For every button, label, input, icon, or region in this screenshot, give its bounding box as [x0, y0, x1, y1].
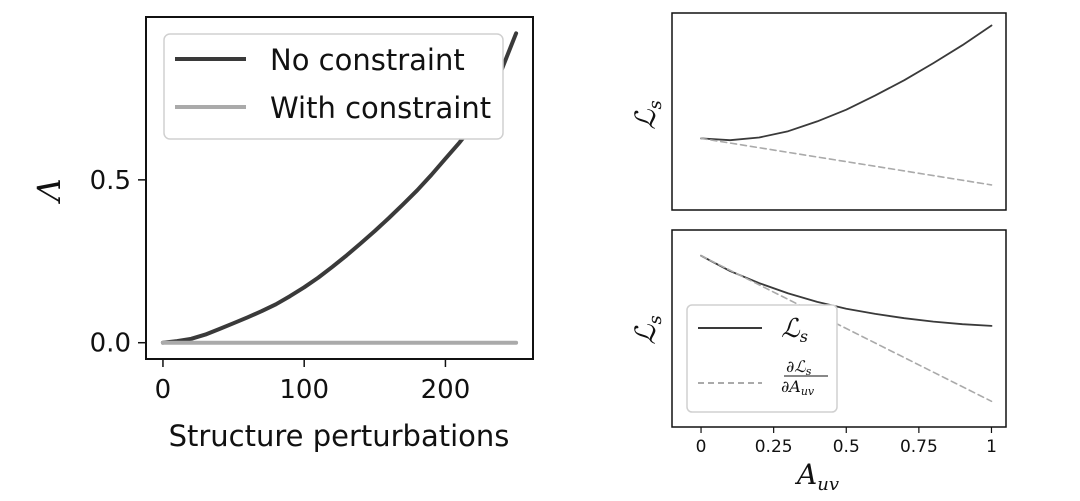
left-x-tick-label-2: 200	[421, 375, 471, 405]
legend-label-ls-subscript: s	[800, 327, 808, 346]
bottom-right-x-tick-label-4: 1	[986, 437, 997, 457]
bottom-right-ticks-layer: 0 0.25 0.5 0.75 1	[696, 427, 997, 457]
left-y-tick-label-0: 0.0	[90, 329, 131, 359]
bottom-right-x-tick-label-1: 0.25	[755, 437, 793, 457]
top-right-y-axis-label-subscript: s	[645, 100, 666, 109]
top-right-plot-frame	[671, 12, 1007, 211]
top-right-y-axis-label-text: ℒ	[629, 109, 662, 130]
legend-label-ls: ℒs	[781, 314, 808, 346]
bottom-right-plot-frame	[671, 229, 1007, 428]
left-series-layer	[160, 31, 519, 345]
top-right-chart: ℒs	[629, 12, 1007, 211]
left-series-line-0	[160, 31, 519, 345]
left-x-tick-label-1: 100	[279, 375, 329, 405]
derivative-denominator-subscript: uv	[801, 385, 815, 398]
left-ticks-layer: 0 100 200 0.0 0.5	[90, 166, 471, 405]
left-legend-box	[163, 33, 504, 140]
legend-label-with-constraint: With constraint	[270, 91, 491, 125]
top-right-series-layer	[700, 24, 993, 186]
bottom-right-y-axis-label: ℒs	[629, 315, 666, 344]
top-right-series-line-0	[700, 24, 993, 142]
top-right-y-axis-label: ℒs	[629, 100, 666, 129]
left-x-tick-label-0: 0	[155, 375, 172, 405]
bottom-right-legend-box	[686, 304, 838, 413]
left-legend: No constraint With constraint	[163, 33, 504, 140]
legend-label-no-constraint: No constraint	[270, 43, 465, 77]
left-y-axis-label: Λ	[30, 178, 68, 204]
bottom-right-legend: ℒs ∂ℒs ∂Auv	[686, 304, 838, 413]
top-right-series-line-1	[700, 137, 993, 186]
bottom-right-y-axis-label-text: ℒ	[629, 324, 662, 345]
bottom-right-x-tick-label-3: 0.75	[900, 437, 938, 457]
bottom-right-chart: 0 0.25 0.5 0.75 1 ℒs Auv ℒs ∂ℒs ∂Auv	[629, 229, 1007, 495]
left-plot-frame	[145, 16, 534, 360]
derivative-numerator-subscript: s	[806, 365, 812, 378]
bottom-right-x-axis-label: Auv	[794, 458, 839, 495]
bottom-right-y-axis-label-subscript: s	[645, 315, 666, 324]
bottom-right-series-layer	[700, 254, 993, 403]
bottom-right-x-axis-label-subscript: uv	[817, 474, 839, 495]
derivative-numerator: ∂ℒs	[786, 357, 812, 378]
bottom-right-x-tick-label-2: 0.5	[833, 437, 860, 457]
bottom-right-series-line-1	[700, 254, 993, 403]
left-y-tick-label-1: 0.5	[90, 166, 131, 196]
bottom-right-x-tick-label-0: 0	[696, 437, 707, 457]
left-x-axis-label: Structure perturbations	[169, 419, 510, 453]
